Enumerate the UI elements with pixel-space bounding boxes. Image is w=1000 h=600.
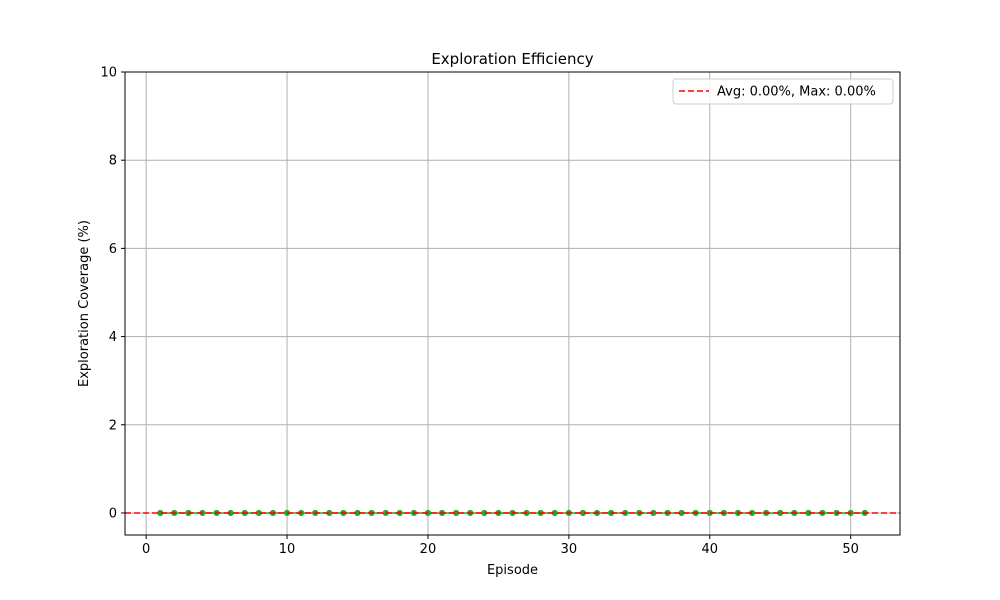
x-tick-label: 20	[420, 542, 437, 557]
x-tick-label: 30	[561, 542, 578, 557]
legend-label: Avg: 0.00%, Max: 0.00%	[717, 85, 876, 100]
axes-frame	[124, 71, 901, 536]
y-axis-title: Exploration Coverage (%)	[77, 220, 92, 387]
x-tick-label: 0	[142, 542, 150, 557]
y-tick-label: 6	[109, 242, 117, 257]
x-tick-label: 10	[279, 542, 296, 557]
x-tick-label: 40	[701, 542, 718, 557]
y-tick-label: 0	[109, 506, 117, 521]
chart-title: Exploration Efficiency	[431, 50, 593, 68]
legend-box	[672, 78, 894, 105]
y-tick-label: 2	[109, 418, 117, 433]
legend: Avg: 0.00%, Max: 0.00%	[672, 78, 894, 105]
y-tick-label: 4	[109, 330, 117, 345]
y-tick-label: 10	[100, 66, 117, 81]
x-axis-title: Episode	[487, 563, 538, 578]
x-tick-label: 50	[842, 542, 859, 557]
ticks: 0 10 20 30 40 50 0 2 4 6 8 10	[100, 66, 859, 558]
y-tick-label: 8	[109, 154, 117, 169]
